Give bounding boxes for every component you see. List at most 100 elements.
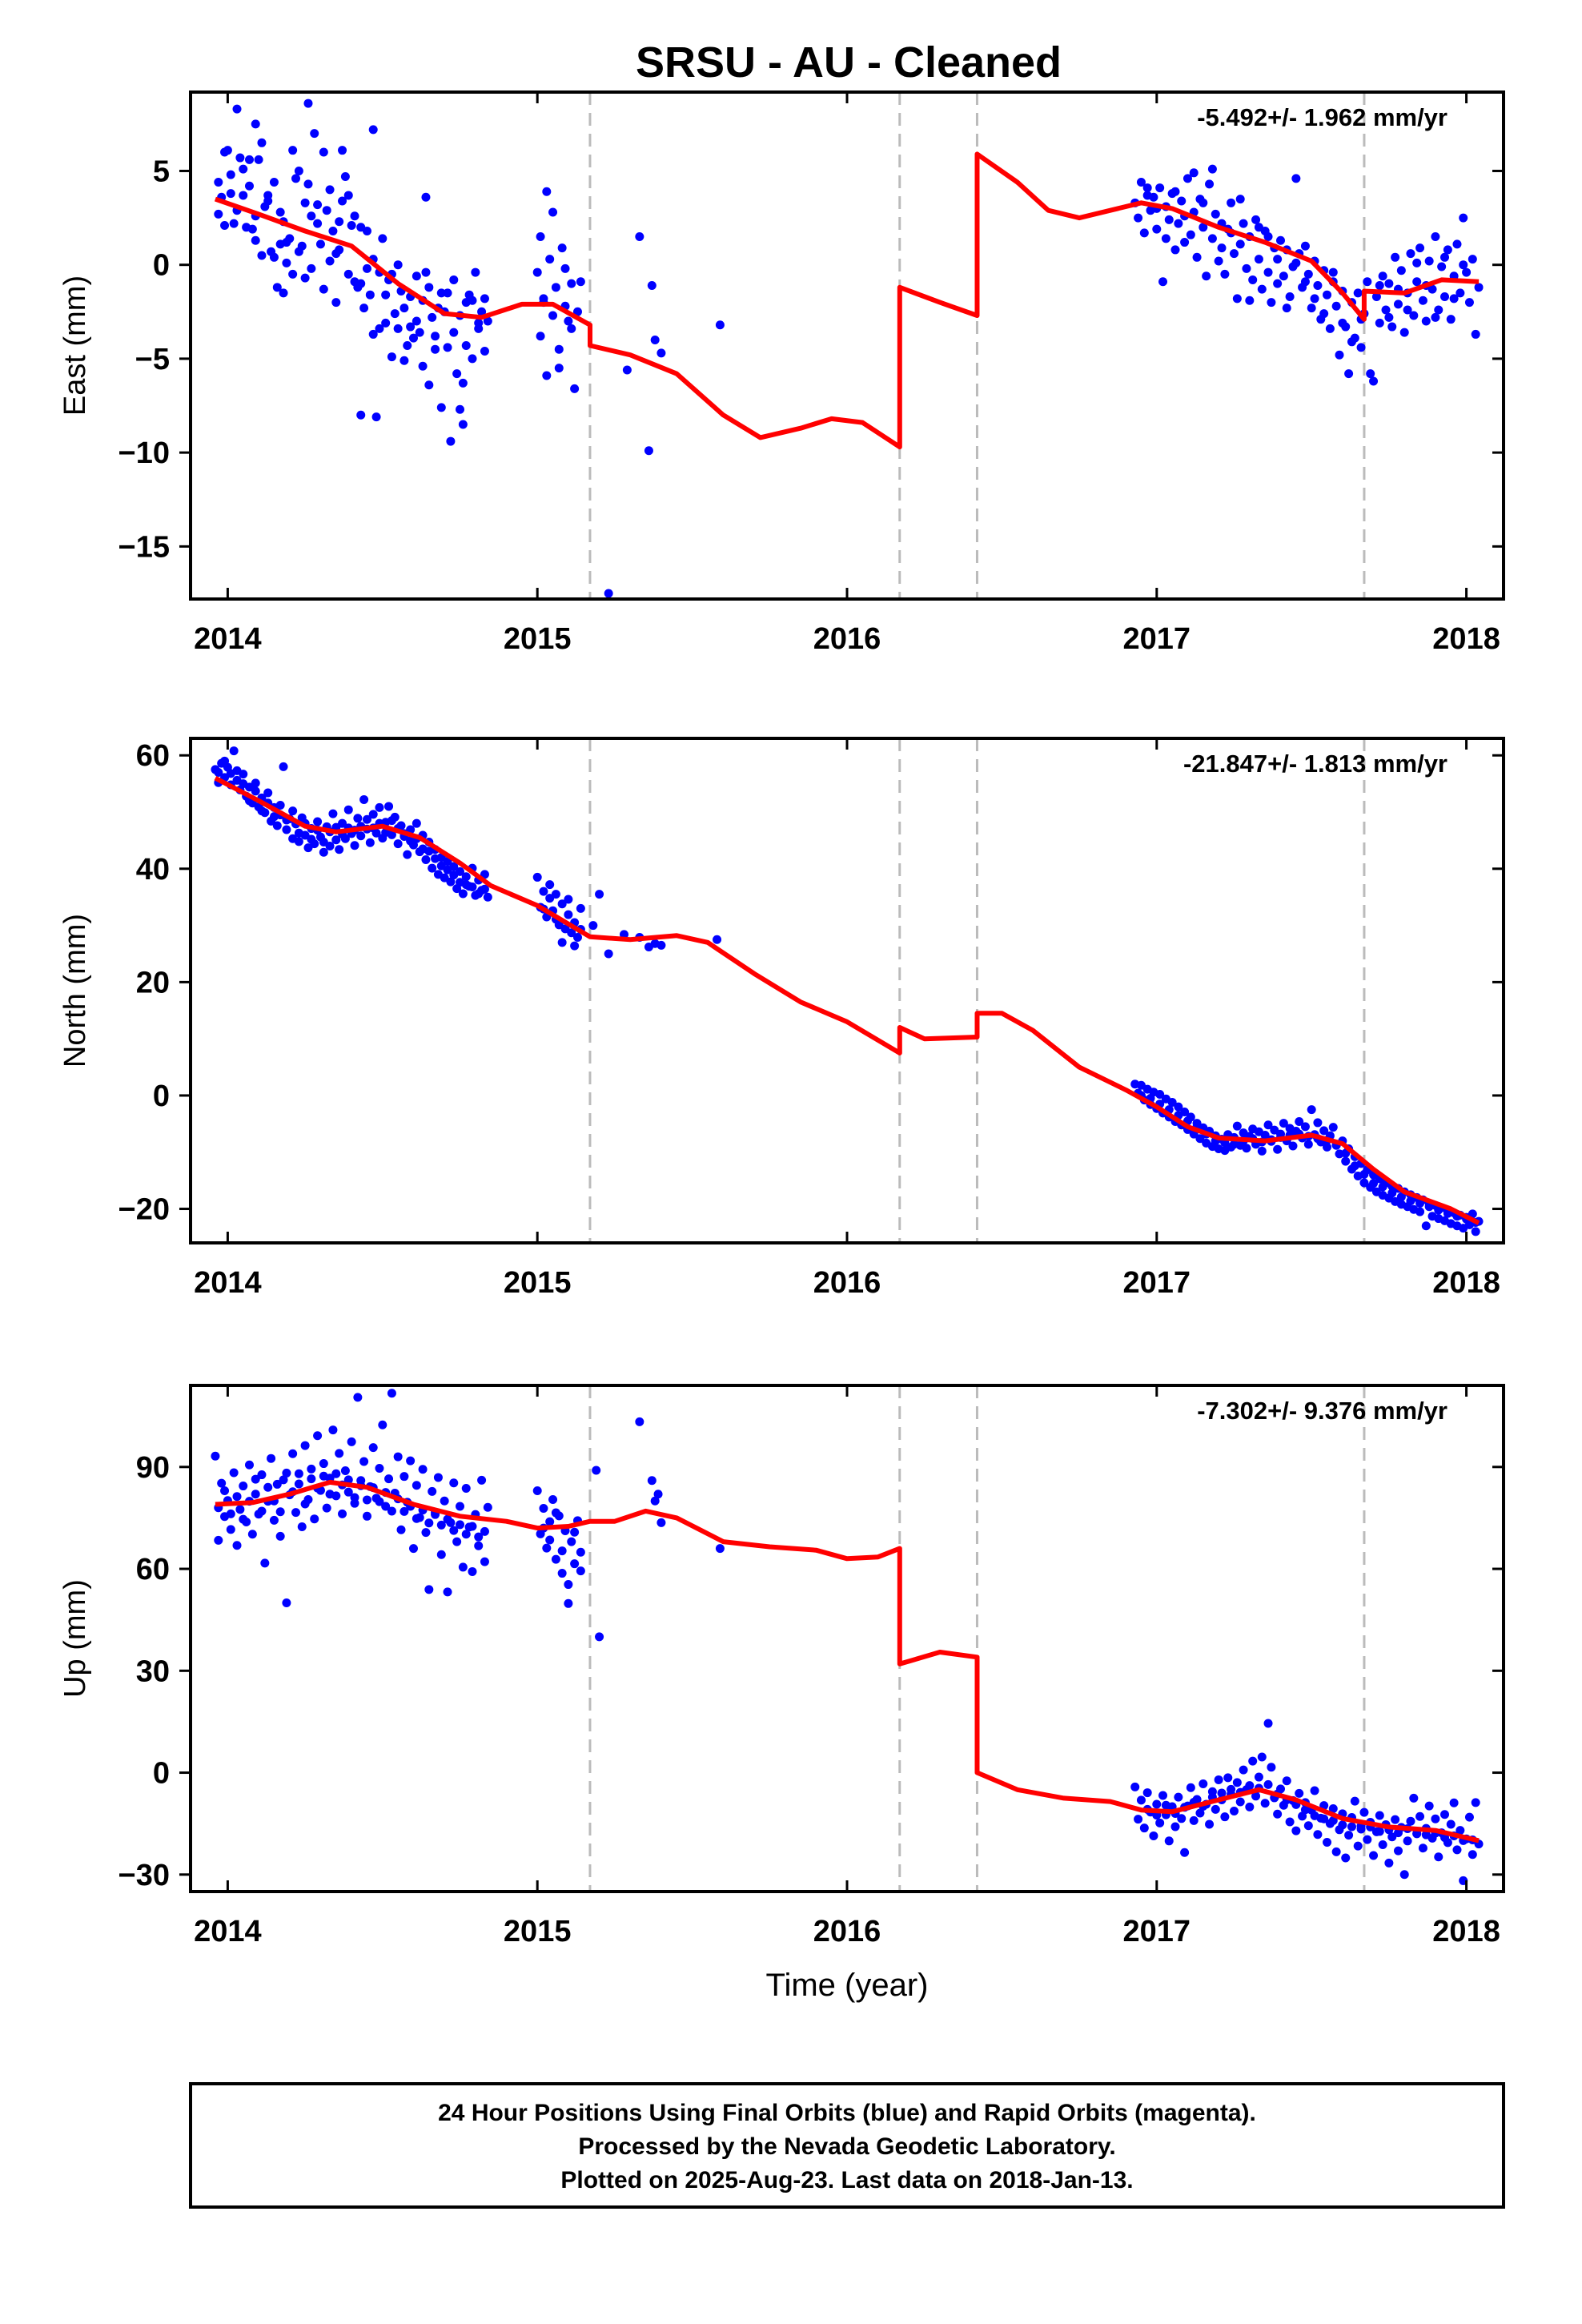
up-data-point bbox=[343, 1487, 353, 1497]
up-data-point bbox=[359, 1457, 369, 1466]
east-data-point bbox=[400, 356, 409, 365]
east-data-point bbox=[272, 283, 282, 292]
north-data-point bbox=[1424, 1202, 1434, 1212]
north-data-point bbox=[588, 921, 598, 931]
up-data-point bbox=[1245, 1781, 1255, 1791]
up-data-point bbox=[461, 1484, 471, 1494]
up-data-point bbox=[319, 1459, 328, 1469]
up-data-point bbox=[542, 1543, 552, 1553]
east-data-point bbox=[1199, 223, 1208, 232]
east-data-point bbox=[1214, 256, 1223, 266]
east-data-point bbox=[656, 348, 666, 358]
up-data-point bbox=[456, 1520, 465, 1530]
east-data-point bbox=[381, 318, 391, 328]
north-plot-frame bbox=[189, 737, 1505, 1244]
east-x-tick-label: 2017 bbox=[1123, 622, 1191, 656]
north-data-point bbox=[570, 941, 580, 951]
north-rate-label: -21.847+/- 1.813 mm/yr bbox=[1183, 750, 1447, 778]
east-data-point bbox=[1456, 288, 1465, 298]
east-y-tick-label: −10 bbox=[118, 436, 170, 470]
up-data-point bbox=[1164, 1836, 1174, 1846]
up-data-point bbox=[592, 1466, 601, 1475]
east-data-point bbox=[1235, 239, 1245, 249]
east-data-point bbox=[269, 178, 279, 187]
east-data-point bbox=[1251, 215, 1261, 224]
up-data-point bbox=[443, 1514, 452, 1524]
up-data-point bbox=[338, 1509, 347, 1518]
east-data-point bbox=[359, 304, 369, 313]
east-data-point bbox=[220, 220, 230, 230]
north-data-point bbox=[576, 903, 585, 913]
up-data-point bbox=[1263, 1779, 1273, 1789]
north-data-point bbox=[421, 854, 431, 864]
up-data-point bbox=[1189, 1815, 1199, 1825]
north-data-point bbox=[294, 837, 303, 846]
north-data-point bbox=[564, 910, 573, 919]
east-data-point bbox=[576, 277, 585, 287]
up-data-point bbox=[393, 1452, 403, 1462]
east-data-point bbox=[1164, 215, 1174, 224]
east-data-point bbox=[338, 146, 347, 155]
east-data-point bbox=[567, 279, 576, 288]
up-data-point bbox=[1350, 1796, 1359, 1806]
up-data-point bbox=[235, 1505, 245, 1514]
east-data-point bbox=[436, 403, 446, 412]
east-data-point bbox=[548, 311, 558, 320]
up-data-point bbox=[1409, 1793, 1419, 1803]
east-data-point bbox=[1207, 164, 1217, 174]
up-data-point bbox=[1139, 1823, 1149, 1833]
east-data-point bbox=[474, 318, 484, 328]
east-data-point bbox=[350, 211, 359, 221]
east-data-point bbox=[551, 283, 560, 292]
east-data-point bbox=[365, 290, 375, 300]
north-data-point bbox=[431, 854, 440, 863]
up-data-point bbox=[226, 1509, 235, 1518]
north-data-point bbox=[229, 746, 239, 756]
east-data-point bbox=[1375, 280, 1384, 290]
up-data-point bbox=[1468, 1850, 1477, 1860]
north-data-point bbox=[263, 788, 273, 798]
east-data-point bbox=[1347, 337, 1356, 347]
up-data-point bbox=[1248, 1756, 1258, 1766]
east-data-point bbox=[421, 267, 431, 277]
up-data-point bbox=[1415, 1811, 1425, 1821]
up-data-point bbox=[715, 1544, 725, 1554]
up-data-point bbox=[436, 1550, 446, 1559]
east-data-point bbox=[235, 153, 245, 163]
east-data-point bbox=[1363, 277, 1372, 287]
up-data-point bbox=[1323, 1837, 1332, 1847]
east-data-point bbox=[1406, 249, 1415, 259]
up-data-point bbox=[1257, 1752, 1267, 1762]
north-data-point bbox=[350, 841, 359, 850]
up-data-point bbox=[257, 1470, 267, 1480]
east-data-point bbox=[328, 226, 338, 235]
up-data-point bbox=[279, 1475, 288, 1485]
north-data-point bbox=[282, 825, 291, 834]
east-data-point bbox=[1170, 245, 1180, 255]
east-data-point bbox=[1263, 267, 1273, 277]
east-y-tick-label: 0 bbox=[153, 249, 170, 283]
east-data-point bbox=[315, 239, 325, 249]
up-data-point bbox=[1134, 1815, 1143, 1824]
east-data-point bbox=[1273, 255, 1283, 264]
up-data-point bbox=[1440, 1810, 1450, 1819]
east-data-point bbox=[378, 234, 387, 243]
up-data-point bbox=[294, 1479, 303, 1489]
north-data-point bbox=[1359, 1169, 1369, 1179]
east-data-point bbox=[1282, 304, 1291, 313]
north-data-point bbox=[1378, 1182, 1387, 1192]
up-data-point bbox=[300, 1499, 310, 1509]
east-data-point bbox=[1366, 369, 1375, 379]
up-data-point bbox=[564, 1598, 573, 1608]
north-data-point bbox=[331, 835, 341, 845]
up-data-point bbox=[251, 1474, 260, 1484]
east-data-point bbox=[347, 220, 356, 230]
east-data-point bbox=[226, 189, 235, 199]
up-data-point bbox=[353, 1393, 363, 1402]
east-data-point bbox=[443, 288, 452, 298]
up-data-point bbox=[362, 1495, 371, 1505]
north-data-point bbox=[545, 880, 555, 890]
east-data-point bbox=[362, 226, 371, 235]
up-y-tick-label: 60 bbox=[136, 1553, 170, 1586]
east-data-point bbox=[400, 304, 409, 313]
